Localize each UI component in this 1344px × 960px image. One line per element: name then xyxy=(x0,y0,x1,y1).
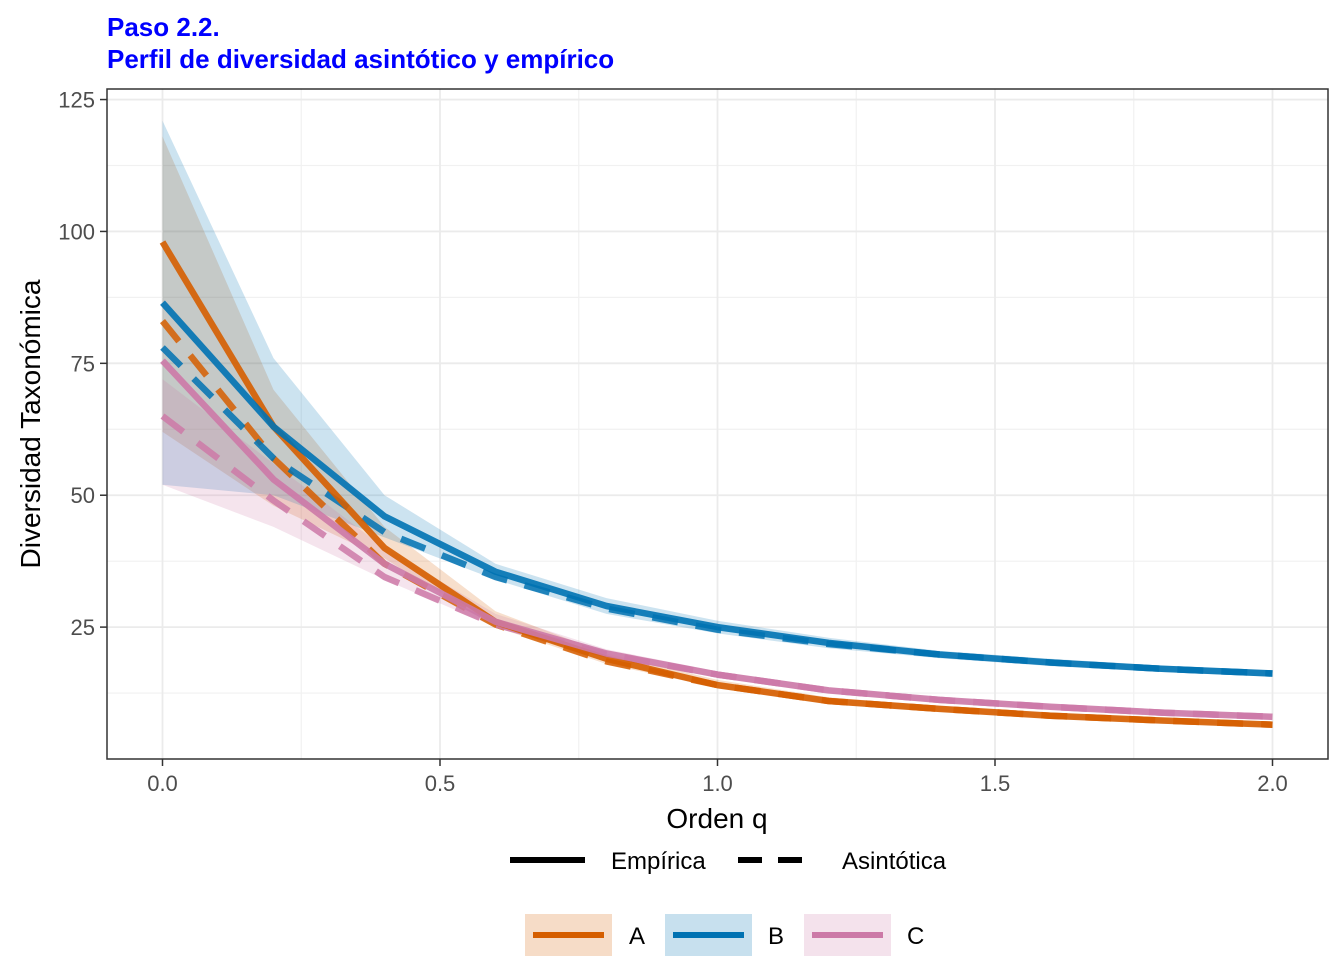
legend-label-a: A xyxy=(629,923,645,950)
line-b-empirica xyxy=(160,300,1273,677)
legend-label-b: B xyxy=(768,923,784,950)
x-tick-label: 1.0 xyxy=(702,771,733,796)
x-tick-label: 1.5 xyxy=(980,771,1011,796)
grid-lines xyxy=(107,89,1328,759)
y-tick-label: 50 xyxy=(71,483,95,508)
y-tick-label: 25 xyxy=(71,615,95,640)
chart-subtitle: Perfil de diversidad asintótico y empíri… xyxy=(107,44,615,74)
x-axis-title: Orden q xyxy=(666,803,767,834)
legend-group: A B C xyxy=(525,914,924,956)
y-tick-label: 100 xyxy=(58,219,95,244)
legend-linetype: Empírica Asintótica xyxy=(510,848,947,875)
series-lines xyxy=(159,240,1273,728)
chart-title: Paso 2.2. xyxy=(107,12,220,42)
legend-label-empirica: Empírica xyxy=(611,848,706,875)
line-c-empirica xyxy=(160,358,1273,721)
line-a-empirica xyxy=(159,240,1273,728)
axis-ticks: 0.0 0.5 1.0 1.5 2.0 25 50 75 100 125 xyxy=(58,88,1288,796)
y-tick-label: 75 xyxy=(71,351,95,376)
x-tick-label: 2.0 xyxy=(1257,771,1288,796)
x-tick-label: 0.5 xyxy=(425,771,456,796)
band-b xyxy=(162,120,1273,677)
legend-label-c: C xyxy=(907,923,924,950)
y-tick-label: 125 xyxy=(58,88,95,113)
legend-label-asintotica: Asintótica xyxy=(842,848,947,875)
x-tick-label: 0.0 xyxy=(147,771,178,796)
band-a xyxy=(162,136,1273,727)
y-axis-title: Diversidad Taxonómica xyxy=(15,279,46,568)
